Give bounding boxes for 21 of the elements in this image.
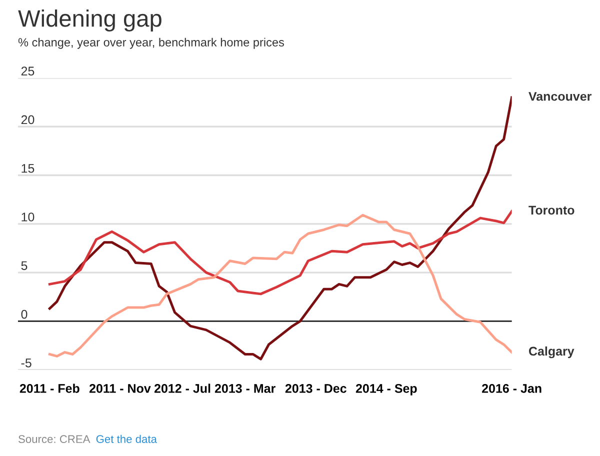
x-tick-label: 2016 - Jan [482,384,542,393]
source-note: Source: CREA [18,435,90,444]
y-tick-label: 25 [21,66,34,76]
series-label: Calgary [528,346,574,358]
chart-title: Widening gap [18,10,162,32]
x-tick-label: 2014 - Sep [356,384,417,396]
x-tick-label: 2011 - Nov [89,384,151,393]
x-tick-label: 2011 - Feb [20,384,80,393]
x-tick-label: 2013 - Dec [285,384,346,393]
x-tick-label: 2013 - Mar [214,384,276,393]
y-tick-label: 10 [22,212,34,222]
chart-subtitle: % change, year over year, benchmark home prices [18,38,284,49]
x-tick-label: 2012 - Jul [154,384,210,393]
y-tick-label: 5 [21,261,28,270]
y-tick-label: 20 [21,115,34,124]
series-label: Toronto [528,206,574,215]
text: Get the data [96,434,157,444]
y-tick-label: -5 [21,358,32,368]
y-tick-label: 0 [21,310,28,319]
y-tick-label: 15 [22,164,34,173]
series-label: Vancouver [528,92,592,101]
